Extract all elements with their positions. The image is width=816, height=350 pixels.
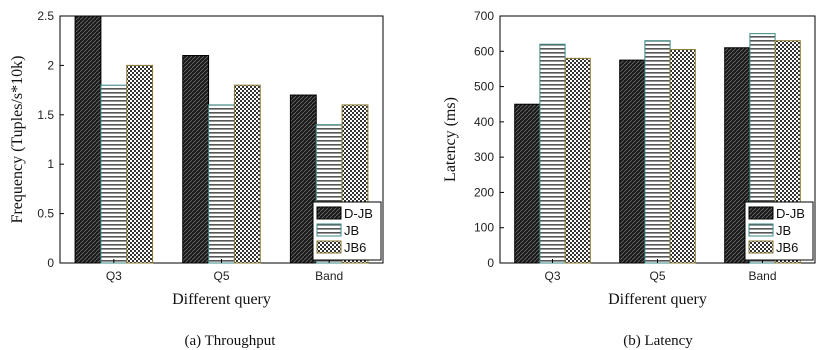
throughput-y-axis-label: Frequency (Tuples/s*10k) xyxy=(9,56,26,224)
latency-y-tick-label: 100 xyxy=(474,221,494,235)
latency-x-tick-label: Q5 xyxy=(649,269,665,283)
latency-legend-label-d-jb: D-JB xyxy=(776,206,805,221)
latency-bar-jb-q3 xyxy=(539,43,566,264)
latency-x-axis-label: Different query xyxy=(608,291,707,308)
latency-bar-d-jb-q3 xyxy=(514,103,541,264)
throughput-legend-label-jb: JB xyxy=(344,223,359,238)
throughput-y-tick-label: 2 xyxy=(47,58,54,72)
throughput-y-tick-label: 0 xyxy=(47,256,54,270)
latency-chart: 0 100 200 300 400 500 600 700 Q3 Q5 Band Differen… xyxy=(442,9,816,349)
throughput-x-tick-label: Q5 xyxy=(213,269,229,283)
latency-legend-label-jb: JB xyxy=(776,223,791,238)
latency-legend-label-jb6: JB6 xyxy=(776,240,798,255)
throughput-bar-d-jb-band xyxy=(289,94,317,264)
throughput-x-tick-label: Q3 xyxy=(106,269,122,283)
throughput-caption: (a) Throughput xyxy=(185,333,277,349)
latency-x-tick-label: Q3 xyxy=(544,269,560,283)
throughput-bar-d-jb-q5 xyxy=(182,55,210,264)
latency-y-tick-label: 300 xyxy=(474,150,494,164)
throughput-x-tick-label: Band xyxy=(315,269,343,283)
throughput-y-tick-label: 1.5 xyxy=(37,108,54,122)
latency-legend-swatch-jb xyxy=(748,223,774,237)
latency-y-ticks: 0 100 200 300 400 500 600 700 xyxy=(474,9,504,270)
throughput-x-ticks: Q3 Q5 Band xyxy=(106,259,343,283)
throughput-y-tick-label: 1 xyxy=(47,157,54,171)
throughput-y-tick-label: 0.5 xyxy=(37,207,54,221)
latency-bar-jb-q5 xyxy=(644,40,671,264)
latency-legend: D-JB JB JB6 xyxy=(744,201,814,261)
throughput-legend-label-jb6: JB6 xyxy=(344,240,366,255)
throughput-bars xyxy=(74,15,369,264)
throughput-x-axis-label: Different query xyxy=(172,291,271,308)
latency-y-tick-label: 500 xyxy=(474,80,494,94)
throughput-y-ticks: 0 0.5 1 1.5 2 2.5 xyxy=(37,9,64,270)
latency-bar-d-jb-q5 xyxy=(619,59,646,264)
latency-caption: (b) Latency xyxy=(623,333,693,349)
latency-bar-jb6-q5 xyxy=(669,49,696,264)
throughput-legend-swatch-d-jb xyxy=(316,206,342,220)
throughput-legend-swatch-jb6 xyxy=(316,240,342,254)
throughput-bar-jb-q3 xyxy=(100,84,128,264)
latency-legend-swatch-d-jb xyxy=(748,206,774,220)
throughput-bar-jb-q5 xyxy=(208,104,235,264)
latency-y-axis-label: Latency (ms) xyxy=(442,97,459,182)
latency-y-tick-label: 600 xyxy=(474,44,494,58)
latency-y-tick-label: 700 xyxy=(474,9,494,23)
throughput-legend-label-d-jb: D-JB xyxy=(344,206,373,221)
throughput-legend-swatch-jb xyxy=(316,223,342,237)
throughput-chart: 0 0.5 1 1.5 2 2.5 Q3 Q5 Band Different query Fr… xyxy=(9,9,384,349)
latency-bar-jb6-q3 xyxy=(564,57,591,264)
throughput-bar-jb6-q3 xyxy=(126,64,154,264)
latency-x-tick-label: Band xyxy=(748,269,776,283)
throughput-y-tick-label: 2.5 xyxy=(37,9,54,23)
latency-y-tick-label: 0 xyxy=(487,256,494,270)
latency-y-tick-label: 200 xyxy=(474,185,494,199)
latency-y-tick-label: 400 xyxy=(474,115,494,129)
throughput-legend: D-JB JB JB6 xyxy=(312,201,382,261)
latency-legend-swatch-jb6 xyxy=(748,240,774,254)
throughput-bar-d-jb-q3 xyxy=(74,15,102,264)
throughput-bar-jb6-q5 xyxy=(233,84,261,264)
